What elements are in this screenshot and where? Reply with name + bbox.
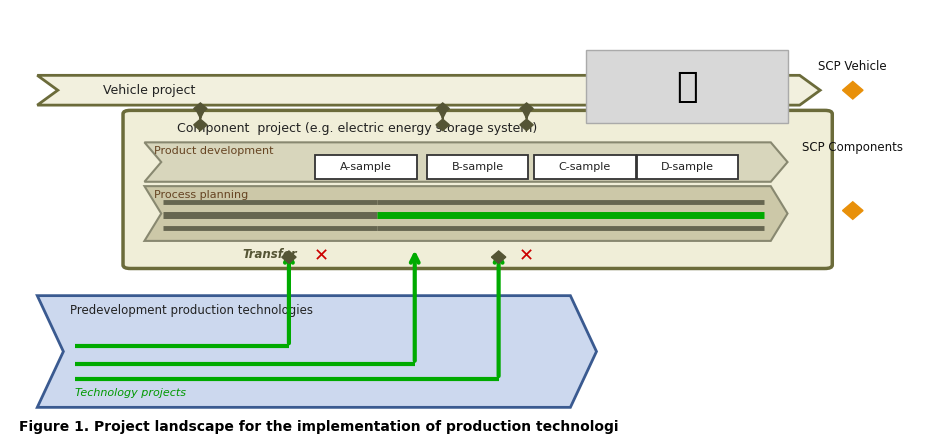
Text: Transfer: Transfer: [242, 247, 297, 261]
Text: Product development: Product development: [154, 146, 273, 156]
Text: Component  project (e.g. electric energy storage system): Component project (e.g. electric energy …: [177, 122, 538, 135]
FancyBboxPatch shape: [586, 50, 788, 123]
FancyBboxPatch shape: [427, 155, 528, 179]
Text: Process planning: Process planning: [154, 190, 248, 200]
Polygon shape: [37, 75, 820, 105]
FancyBboxPatch shape: [315, 155, 417, 179]
Polygon shape: [843, 202, 863, 219]
Text: Predevelopment production technologies: Predevelopment production technologies: [70, 304, 313, 317]
Text: SCP Components: SCP Components: [802, 141, 903, 154]
Polygon shape: [520, 103, 533, 114]
Text: Technology projects: Technology projects: [75, 388, 185, 398]
Text: ✕: ✕: [314, 247, 329, 265]
Polygon shape: [436, 119, 449, 131]
FancyBboxPatch shape: [637, 155, 738, 179]
Polygon shape: [194, 103, 207, 114]
Polygon shape: [520, 119, 533, 131]
FancyBboxPatch shape: [534, 155, 636, 179]
Polygon shape: [144, 186, 788, 241]
Text: D-sample: D-sample: [661, 162, 714, 172]
Polygon shape: [144, 142, 788, 182]
Text: SCP Vehicle: SCP Vehicle: [818, 60, 887, 73]
Polygon shape: [843, 81, 863, 99]
Polygon shape: [281, 251, 296, 263]
Polygon shape: [491, 251, 506, 263]
Polygon shape: [194, 119, 207, 131]
Text: Vehicle project: Vehicle project: [103, 84, 195, 97]
Text: C-sample: C-sample: [558, 162, 611, 172]
FancyBboxPatch shape: [123, 110, 832, 268]
Text: B-sample: B-sample: [452, 162, 503, 172]
Text: A-sample: A-sample: [340, 162, 391, 172]
Polygon shape: [37, 296, 596, 407]
Text: ✕: ✕: [519, 247, 534, 265]
Polygon shape: [436, 103, 449, 114]
Text: 🚗: 🚗: [677, 70, 698, 103]
Text: Figure 1. Project landscape for the implementation of production technologi: Figure 1. Project landscape for the impl…: [19, 420, 618, 434]
